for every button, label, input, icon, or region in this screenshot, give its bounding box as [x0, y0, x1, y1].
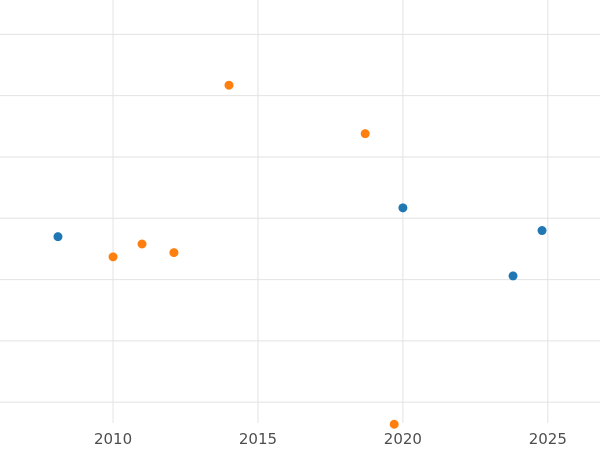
data-point-series-1-blue [537, 226, 547, 236]
data-point-series-1-blue [53, 232, 63, 242]
x-tick-label: 2015 [239, 430, 277, 448]
data-point-series-2-orange [360, 129, 370, 139]
x-tick-label: 2020 [384, 430, 422, 448]
data-point-series-1-blue [508, 271, 518, 281]
data-point-series-2-orange [108, 252, 118, 262]
x-tick-label: 2025 [529, 430, 567, 448]
data-point-series-2-orange [224, 80, 234, 90]
data-point-series-2-orange [137, 239, 147, 249]
data-point-series-2-orange [389, 419, 399, 429]
x-tick-label: 2010 [94, 430, 132, 448]
data-point-series-2-orange [169, 248, 179, 258]
data-point-series-1-blue [398, 203, 408, 213]
